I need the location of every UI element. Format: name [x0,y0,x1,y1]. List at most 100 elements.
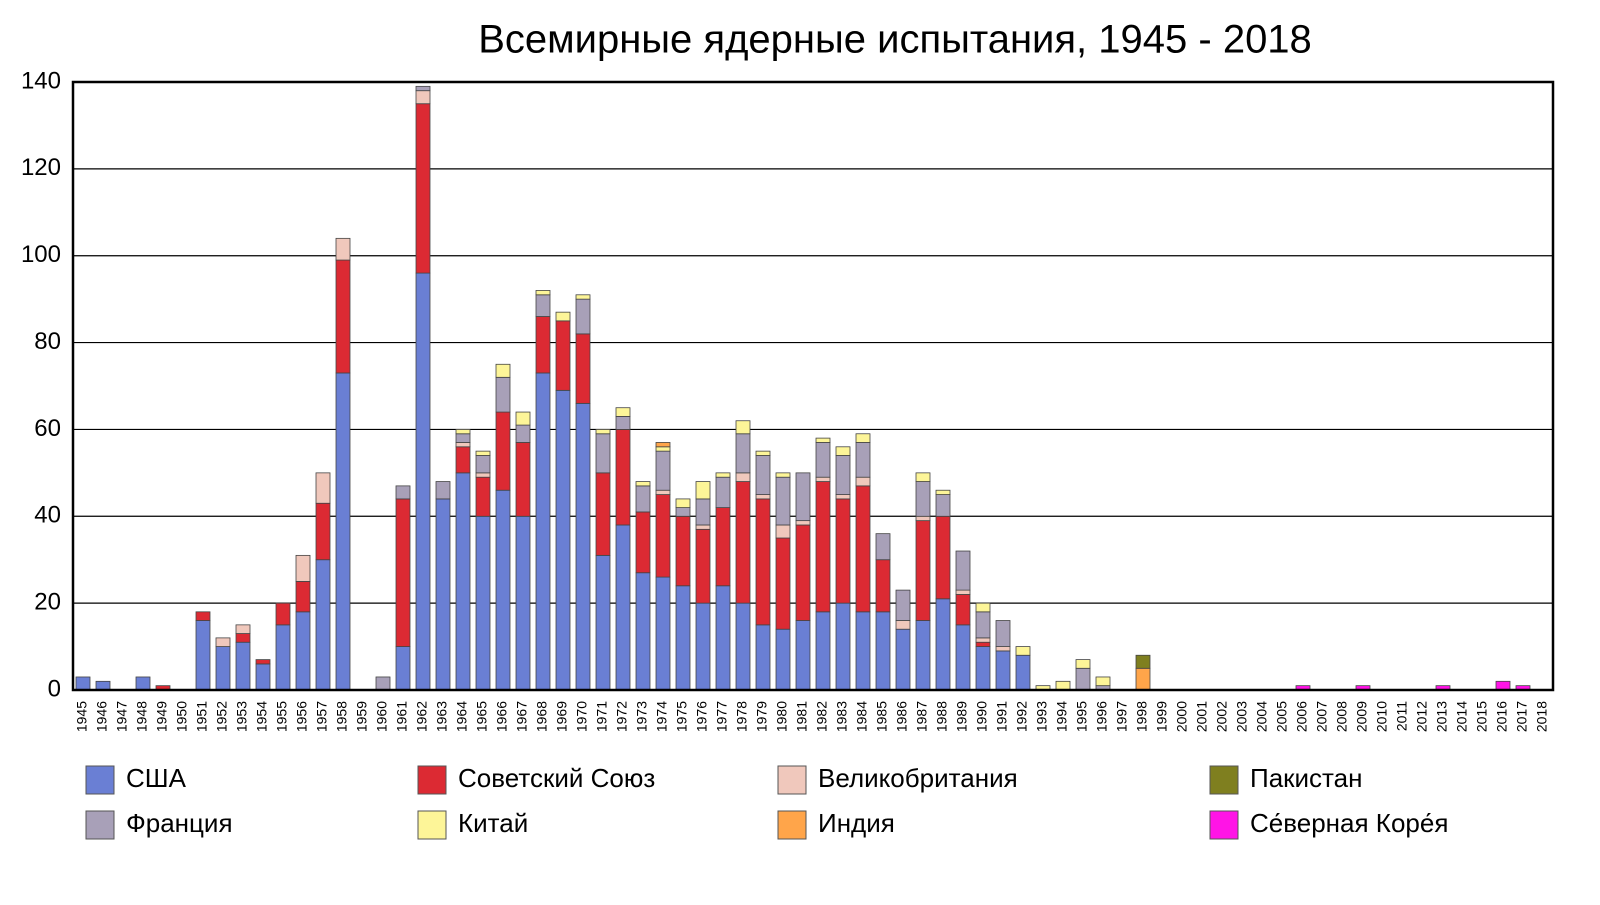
bar-segment [1135,654,1151,669]
x-tick-label: 1996 [1094,701,1110,732]
x-tick-label: 2013 [1434,701,1450,732]
x-tick-label: 1980 [774,701,790,732]
legend-swatch [777,765,807,795]
bar-segment [535,294,551,317]
bar-segment [295,581,311,613]
x-tick-label: 2000 [1174,701,1190,732]
x-tick-label: 2012 [1414,701,1430,732]
bar-segment [975,602,991,613]
bar-segment [735,433,751,474]
bar-segment [675,507,691,517]
bar-segment [655,494,671,578]
bar-segment [995,620,1011,647]
x-tick-label: 1976 [694,701,710,732]
bar-segment [835,446,851,456]
x-tick-label: 1997 [1114,701,1130,732]
bar-segment [135,676,151,691]
x-tick-label: 1959 [354,701,370,732]
x-tick-label: 1949 [154,701,170,732]
bar-segment [195,611,211,621]
bar-segment [295,554,311,582]
bar-segment [1015,646,1031,656]
bar-segment [635,511,651,574]
bar-segment [635,485,651,513]
y-tick-label: 100 [21,241,61,268]
bar-segment [815,611,831,691]
bar-segment [595,554,611,691]
chart-title: Всемирные ядерные испытания, 1945 - 2018 [478,18,1312,62]
bar-segment [315,559,331,691]
bar-segment [695,524,711,530]
legend-swatch [417,810,447,840]
x-tick-label: 1999 [1154,701,1170,732]
bar-segment [675,498,691,508]
bar-segment [615,407,631,417]
x-tick-label: 1971 [594,701,610,732]
x-tick-label: 1961 [394,701,410,732]
bar-segment [695,602,711,691]
bar-segment [815,476,831,482]
bar-segment [455,446,471,474]
bar-segment [415,103,431,274]
bar-segment [835,602,851,691]
x-tick-label: 1966 [494,701,510,732]
x-tick-label: 1955 [274,701,290,732]
bar-segment [415,85,431,92]
bar-segment [555,389,571,691]
legend-swatch [1209,765,1239,795]
bar-segment [895,620,911,630]
bar-segment [575,402,591,691]
bar-segment [855,476,871,487]
legend-swatch [85,810,115,840]
bar-segment [455,472,471,691]
x-tick-label: 1975 [674,701,690,732]
bar-segment [1495,680,1511,691]
bar-segment [535,316,551,374]
bar-segment [775,537,791,630]
bar-segment [1095,676,1111,687]
bar-segment [795,524,811,621]
bar-segment [935,489,951,495]
bar-segment [775,628,791,691]
bar-segment [855,611,871,691]
x-tick-label: 2017 [1514,701,1530,732]
bar-segment [95,680,111,691]
bar-segment [775,472,791,478]
bar-segment [735,472,751,482]
bar-segment [655,489,671,495]
bar-segment [515,442,531,517]
x-tick-label: 1962 [414,701,430,732]
y-tick-label: 20 [34,588,61,615]
x-tick-label: 1951 [194,701,210,732]
x-tick-label: 1984 [854,701,870,732]
bar-segment [635,572,651,691]
bar-segment [235,633,251,643]
bar-segment [875,559,891,613]
x-tick-label: 1989 [954,701,970,732]
bar-segment [655,446,671,452]
bar-segment [775,524,791,539]
plot-frame [71,80,1555,692]
y-tick-label: 80 [34,328,61,355]
bar-segment [515,424,531,443]
bar-segment [335,259,351,374]
bar-segment [935,515,951,600]
bar-segment [495,363,511,378]
x-tick-label: 1958 [334,701,350,732]
bar-segment [295,611,311,691]
x-tick-label: 1954 [254,701,270,732]
bar-segment [715,585,731,691]
bar-segment [695,481,711,500]
x-tick-label: 1952 [214,701,230,732]
bar-segment [815,481,831,613]
bar-segment [635,481,651,487]
bar-segment [755,455,771,495]
bar-segment [235,641,251,691]
x-tick-label: 1982 [814,701,830,732]
bar-segment [895,589,911,621]
bar-segment [755,450,771,456]
bar-segment [415,272,431,691]
y-tick-label: 120 [21,154,61,181]
x-tick-label: 1987 [914,701,930,732]
bar-segment [495,489,511,691]
